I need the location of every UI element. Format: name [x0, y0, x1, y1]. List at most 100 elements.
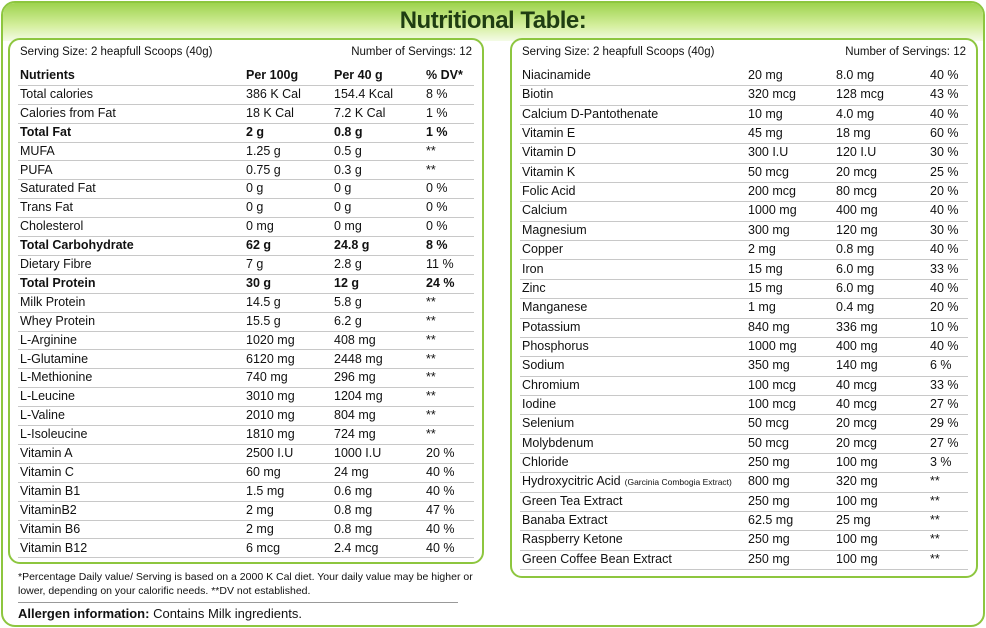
- cell: 6120 mg: [246, 351, 295, 366]
- cell: Hydroxycitric Acid (Garcinia Combogia Ext…: [522, 474, 732, 488]
- cell: 20 mcg: [836, 416, 877, 431]
- table-row: Vitamin B6 2 mg 0.8 mg 40 %: [18, 520, 474, 540]
- cell: PUFA: [20, 162, 53, 177]
- cell: 6.0 mg: [836, 261, 875, 276]
- cell: Calcium D-Pantothenate: [522, 106, 659, 121]
- cell: 25 mg: [836, 513, 871, 528]
- cell: Total calories: [20, 86, 93, 101]
- cell: 250 mg: [748, 493, 790, 508]
- cell: Nutrients: [20, 68, 75, 82]
- cell: L-Leucine: [20, 389, 75, 404]
- table-row: Hydroxycitric Acid (Garcinia Combogia Ext…: [520, 472, 968, 493]
- cell: 2 mg: [246, 502, 274, 517]
- cell: 40 %: [930, 68, 959, 82]
- cell: 50 mcg: [748, 435, 789, 450]
- table-row: Milk Protein 14.5 g 5.8 g **: [18, 293, 474, 313]
- cell: Sodium: [522, 358, 565, 373]
- cell: Vitamin C: [20, 464, 74, 479]
- cell: Total Protein: [20, 275, 96, 290]
- cell: 800 mg: [748, 474, 790, 489]
- cell: Milk Protein: [20, 294, 86, 309]
- cell: 250 mg: [748, 551, 790, 566]
- cell: 0 g: [246, 181, 264, 196]
- cell: 0 g: [334, 181, 352, 196]
- cell: Whey Protein: [20, 313, 96, 328]
- cell: 60 mg: [246, 464, 281, 479]
- cell: 40 %: [426, 521, 455, 536]
- cell: 6.0 mg: [836, 280, 875, 295]
- cell: 250 mg: [748, 532, 790, 547]
- cell: Calcium: [522, 203, 568, 218]
- cell: 20 mg: [748, 68, 783, 82]
- cell: 2.8 g: [334, 257, 362, 271]
- cell: 2010 mg: [246, 408, 295, 423]
- cell: Saturated Fat: [20, 181, 96, 196]
- cell: **: [426, 351, 436, 366]
- cell: 2448 mg: [334, 351, 383, 366]
- cell: Phosphorus: [522, 338, 589, 353]
- table-row: Calcium 1000 mg 400 mg 40 %: [520, 201, 968, 222]
- table-row: L-Valine 2010 mg 804 mg **: [18, 406, 474, 427]
- cell: 0.6 mg: [334, 483, 373, 498]
- cell: 1.5 mg: [246, 483, 285, 498]
- cell: 8 %: [426, 86, 448, 101]
- cell: 40 mcg: [836, 377, 877, 392]
- cell: 320 mg: [836, 474, 878, 489]
- table-row: PUFA 0.75 g 0.3 g **: [18, 161, 474, 181]
- cell: Potassium: [522, 319, 581, 334]
- cell: L-Isoleucine: [20, 427, 88, 442]
- cell: 11 %: [426, 257, 454, 271]
- cell: Vitamin A: [20, 446, 73, 460]
- table-row: Total calories 386 K Cal 154.4 Kcal 8 %: [18, 85, 474, 105]
- table-row: Nutrients Per 100g Per 40 g % DV*: [18, 66, 474, 86]
- cell: 740 mg: [246, 370, 288, 385]
- cell: **: [426, 143, 436, 158]
- cell: Magnesium: [522, 222, 587, 237]
- cell: 0 g: [334, 200, 352, 215]
- cell: 10 mg: [748, 106, 783, 121]
- cell: 40 %: [426, 483, 455, 498]
- cell: 7 g: [246, 257, 264, 271]
- cell: 0 %: [426, 181, 448, 196]
- table-row: Molybdenum 50 mcg 20 mcg 27 %: [520, 434, 968, 454]
- cell: 100 mg: [836, 532, 878, 547]
- cell: 24.8 g: [334, 238, 370, 253]
- table-row: Magnesium 300 mg 120 mg 30 %: [520, 221, 968, 242]
- cell: 29 %: [930, 416, 959, 431]
- allergen-label: Allergen information:: [18, 606, 150, 621]
- cell: 40 %: [930, 242, 959, 257]
- cell: Per 100g: [246, 68, 299, 82]
- cell: 1810 mg: [246, 427, 295, 442]
- cell: **: [426, 408, 436, 423]
- cell: VitaminB2: [20, 502, 77, 517]
- table-row: L-Isoleucine 1810 mg 724 mg **: [18, 425, 474, 445]
- cell: **: [426, 389, 436, 404]
- cell: 40 %: [930, 338, 959, 353]
- cell: 0 g: [246, 200, 264, 215]
- cell: **: [930, 551, 940, 566]
- cell: 50 mcg: [748, 416, 789, 431]
- cell: 100 mcg: [748, 377, 796, 392]
- cell: 8 %: [426, 238, 448, 253]
- cell: 33 %: [930, 261, 959, 276]
- table-row: Vitamin D 300 I.U 120 I.U 30 %: [520, 143, 968, 164]
- table-row: Vitamin B1 1.5 mg 0.6 mg 40 %: [18, 482, 474, 502]
- cell: 128 mcg: [836, 87, 884, 102]
- serving-size: Serving Size: 2 heapfull Scoops (40g): [522, 46, 715, 58]
- table-row: Selenium 50 mcg 20 mcg 29 %: [520, 414, 968, 435]
- table-row: Vitamin K 50 mcg 20 mcg 25 %: [520, 163, 968, 184]
- cell: Selenium: [522, 416, 575, 431]
- cell: Zinc: [522, 280, 546, 295]
- cell: 43 %: [930, 87, 959, 102]
- cell: 20 %: [930, 184, 959, 199]
- cell: 100 mcg: [748, 396, 796, 411]
- table-row: Potassium 840 mg 336 mg 10 %: [520, 318, 968, 338]
- cell: Trans Fat: [20, 200, 74, 215]
- cell: **: [426, 370, 436, 385]
- table-row: Total Protein 30 g 12 g 24 %: [18, 274, 474, 294]
- cell: 18 K Cal: [246, 105, 294, 120]
- cell: 336 mg: [836, 319, 878, 334]
- cell: 120 I.U: [836, 145, 877, 160]
- cell: 14.5 g: [246, 294, 281, 309]
